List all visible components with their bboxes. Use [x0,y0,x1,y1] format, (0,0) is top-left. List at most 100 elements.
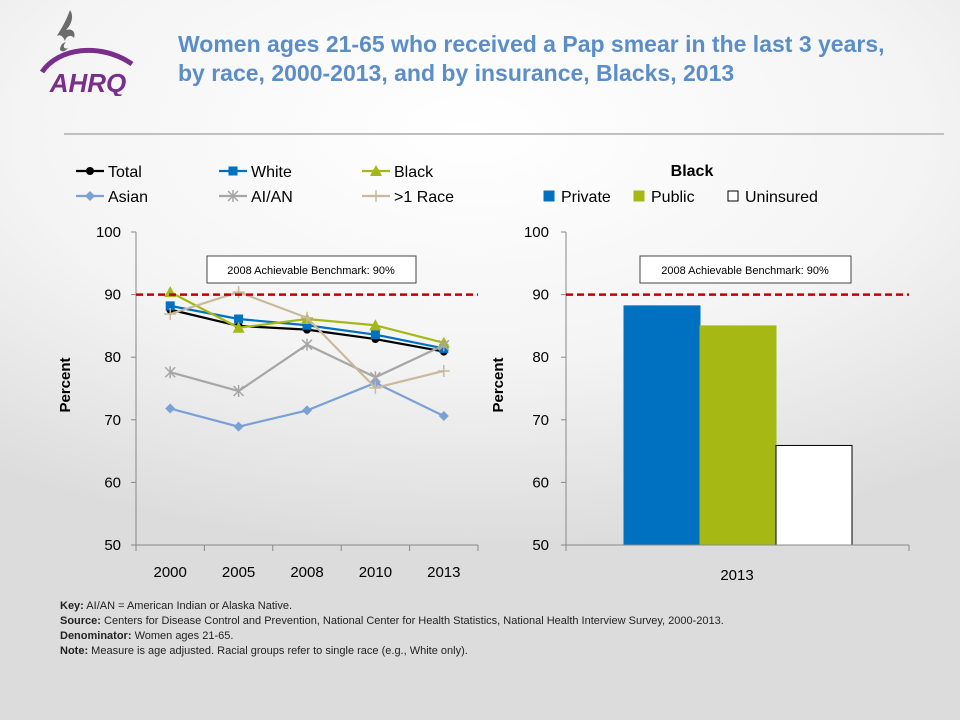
legend-item-total: Total [76,164,142,181]
point-white [234,314,244,324]
bar-y-tick-label: 100 [524,224,549,241]
legend-item-1-race: >1 Race [362,189,454,206]
bar-y-tick-label: 90 [532,287,549,304]
series-line-asian [169,381,445,428]
line-legend: Total White Black Asian AI/AN >1 Race [76,164,454,206]
legend-item-private: Private [543,189,611,206]
line-x-tick-label: 2008 [290,564,323,581]
line-plot-area: 50 60 70 80 90 100 2000 2005 2008 2010 2013 [96,224,479,581]
bar-y-axis-title: Percent [490,357,507,412]
line-x-tick-label: 2000 [154,564,187,581]
logo-swoosh [39,47,134,74]
legend-item-ai-an: AI/AN [219,189,293,206]
legend-label-1-race: >1 Race [394,189,454,206]
legend-label-ai-an: AI/AN [251,189,293,206]
bar-y-tick-label: 70 [532,412,549,429]
bar-marks [623,305,853,546]
point-ai-an [164,366,176,379]
point-asian [165,403,176,414]
point-ai-an [233,385,245,398]
bar-chart-title: Black [671,163,714,180]
point-ai-an [369,371,381,384]
point-1-race [232,286,245,299]
line-y-tick-label: 100 [96,224,121,241]
point-black [232,321,245,333]
point-asian [438,411,449,422]
footnotes: Key: AI/AN = American Indian or Alaska N… [60,599,940,659]
legend-marker-1-race [370,190,382,202]
point-ai-an [301,338,313,351]
line-benchmark-box: 2008 Achievable Benchmark: 90% [206,255,417,284]
line-y-tick-label: 60 [104,474,121,491]
title-divider [64,133,944,135]
bar-x-tick-label: 2013 [720,567,753,584]
legend-swatch-private [543,190,555,202]
point-white [370,330,380,340]
line-y-tick-label: 90 [104,287,121,304]
legend-swatch-uninsured [727,190,739,202]
page-title: Women ages 21-65 who received a Pap smea… [178,31,885,86]
legend-marker-black [370,165,382,176]
bar-private [623,305,701,546]
legend-swatch-public [633,190,645,202]
bar-y-tick-label: 50 [532,537,549,554]
charts-canvas: Total White Black Asian AI/AN >1 Race 50 60 70 8… [57,163,910,584]
line-series [164,286,450,432]
ahrq-logo: AHRQ [39,10,134,96]
legend-item-asian: Asian [76,189,148,206]
point-asian [302,405,312,416]
footnote-note: Note: Measure is age adjusted. Racial gr… [60,645,468,657]
legend-label-black: Black [394,164,434,181]
point-asian [233,421,244,432]
bar-chart: Black Private Public Uninsured 50 60 70 80 90 1… [490,163,910,584]
legend-label-public: Public [651,189,695,206]
legend-item-uninsured: Uninsured [727,189,818,206]
bar-public [699,325,777,546]
point-ai-an [438,339,450,352]
bar-y-tick-label: 60 [532,474,549,491]
bar-benchmark-box: 2008 Achievable Benchmark: 90% [639,255,852,284]
bar-y-ticks: 50 60 70 80 90 100 [524,224,566,554]
legend-marker-total [86,167,94,175]
line-x-ticks: 2000 2005 2008 2010 2013 [135,545,479,581]
point-1-race [369,381,382,394]
point-white [302,320,312,330]
series-line-ai-an [169,343,445,393]
legend-marker-asian [85,191,95,201]
legend-item-black: Black [362,164,434,181]
point-1-race [164,308,177,321]
legend-label-private: Private [561,189,611,206]
point-white [165,301,175,311]
legend-item-public: Public [633,189,695,206]
hhs-eagle-icon [57,10,75,52]
footnote-denominator: Denominator: Women ages 21-65. [60,630,234,642]
line-x-tick-label: 2013 [427,564,460,581]
line-benchmark-label: 2008 Achievable Benchmark: 90% [227,265,395,277]
legend-label-uninsured: Uninsured [745,189,818,206]
line-y-axis-title: Percent [57,357,74,412]
point-1-race [437,364,450,377]
legend-label-white: White [251,164,292,181]
bar-y-tick-label: 80 [532,349,549,366]
point-black [369,319,382,331]
legend-marker-white [228,166,238,176]
line-y-ticks: 50 60 70 80 90 100 [96,224,136,554]
legend-label-asian: Asian [108,189,148,206]
bar-legend: Private Public Uninsured [543,189,818,206]
legend-marker-ai-an [227,190,239,202]
logo-text: AHRQ [49,68,127,96]
line-x-tick-label: 2005 [222,564,255,581]
line-y-tick-label: 80 [104,349,121,366]
legend-item-white: White [219,164,292,181]
legend-label-total: Total [108,164,142,181]
footnote-source: Source: Centers for Disease Control and … [60,615,724,627]
bar-benchmark-label: 2008 Achievable Benchmark: 90% [661,265,829,277]
line-y-tick-label: 50 [104,537,121,554]
line-x-tick-label: 2010 [359,564,392,581]
line-chart: Total White Black Asian AI/AN >1 Race 50 60 70 8… [57,164,479,581]
point-1-race [301,311,313,324]
footnote-key: Key: AI/AN = American Indian or Alaska N… [60,600,293,612]
bar-uninsured [775,444,853,546]
line-y-tick-label: 70 [104,412,121,429]
